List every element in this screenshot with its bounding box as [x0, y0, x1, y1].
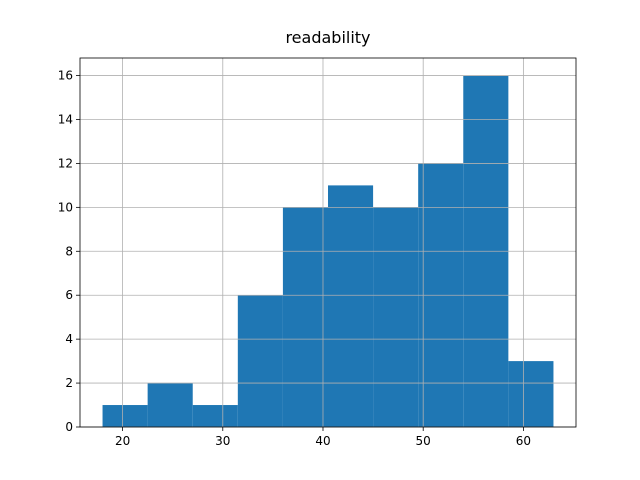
bar: [147, 383, 193, 427]
y-tick-label: 6: [65, 288, 73, 302]
chart-title: readability: [285, 28, 370, 47]
bar: [328, 185, 374, 427]
y-tick-label: 12: [58, 156, 73, 170]
y-tick-label: 14: [58, 113, 73, 127]
x-tick-label: 50: [416, 434, 431, 448]
y-tick-label: 0: [65, 420, 73, 434]
bar: [237, 295, 283, 427]
bar: [102, 405, 148, 427]
x-tick-label: 30: [215, 434, 230, 448]
y-tick-label: 4: [65, 332, 73, 346]
plot-frame: [79, 57, 577, 428]
bar: [282, 207, 328, 427]
y-tick-label: 2: [65, 376, 73, 390]
x-tick-label: 40: [315, 434, 330, 448]
bar: [508, 361, 554, 427]
bar: [373, 207, 419, 427]
y-tick-label: 16: [58, 69, 73, 83]
x-tick-label: 60: [516, 434, 531, 448]
x-tick-label: 20: [115, 434, 130, 448]
bar: [192, 405, 238, 427]
y-tick-label: 8: [65, 244, 73, 258]
y-tick-label: 10: [58, 200, 73, 214]
